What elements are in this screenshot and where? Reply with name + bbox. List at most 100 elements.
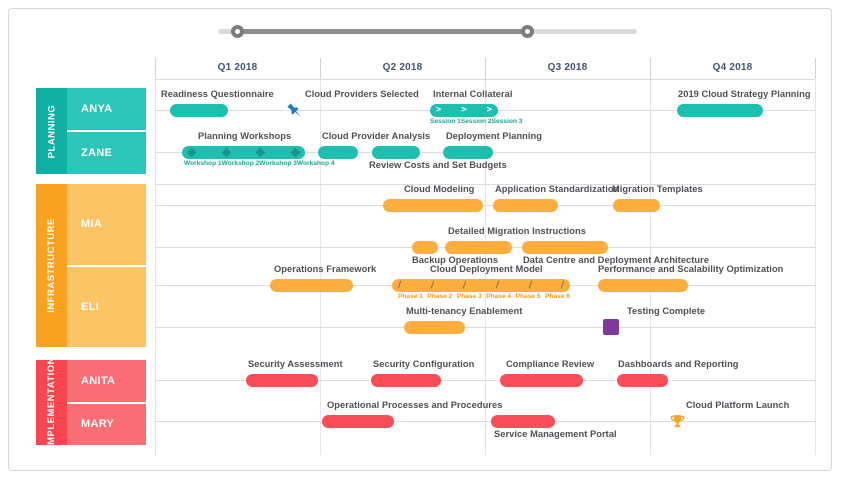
task-bar[interactable] xyxy=(443,146,493,159)
slider-handle-left[interactable] xyxy=(231,25,244,38)
task-label: Dashboards and Reporting xyxy=(618,359,739,369)
task-bar[interactable] xyxy=(182,146,305,159)
sublabel: Phase 6 xyxy=(545,293,570,300)
sublabel: Workshop 3 xyxy=(259,160,297,167)
task-bar[interactable] xyxy=(170,104,228,117)
sidebar-section-implementation: IMPLEMENTATION ANITA MARY xyxy=(36,360,146,445)
section-label: PLANNING xyxy=(46,104,57,158)
task-bar[interactable] xyxy=(270,279,353,292)
sidebar-member-anya[interactable]: ANYA xyxy=(67,88,146,130)
task-sublabels: Workshop 1 Workshop 2 Workshop 3 Workshop 4 xyxy=(184,160,335,167)
section-members: MIA ELI xyxy=(67,184,146,347)
header-tick xyxy=(485,58,486,79)
task-bar[interactable] xyxy=(371,374,441,387)
bar-diamond-marker xyxy=(221,147,232,158)
sublabel: Phase 4 xyxy=(486,293,512,300)
sidebar-member-mia[interactable]: MIA xyxy=(67,184,146,265)
lane-baseline xyxy=(155,205,815,206)
section-members: ANYA ZANE xyxy=(67,88,146,174)
section-members: ANITA MARY xyxy=(67,360,146,445)
header-baseline xyxy=(155,79,815,80)
task-bar[interactable] xyxy=(318,146,358,159)
task-bar[interactable]: > > > xyxy=(430,104,498,117)
section-divider-line xyxy=(155,184,815,185)
bar-diamond-marker xyxy=(186,147,197,158)
quarter-label: Q2 2018 xyxy=(382,62,423,73)
task-bar[interactable] xyxy=(322,415,394,428)
task-label: Operational Processes and Procedures xyxy=(327,400,503,410)
member-name: ANITA xyxy=(81,374,116,387)
bar-slashe-marker: / xyxy=(429,280,435,291)
sidebar-member-zane[interactable]: ZANE xyxy=(67,130,146,174)
milestone-trophy-icon[interactable] xyxy=(669,413,686,435)
task-bar[interactable] xyxy=(493,199,558,212)
member-name: ZANE xyxy=(81,147,113,159)
quarter-label: Q4 2018 xyxy=(712,62,753,73)
sidebar-section-infrastructure: INFRASTRUCTURE MIA ELI xyxy=(36,184,146,347)
quarter-gridline xyxy=(815,80,816,455)
task-bar[interactable] xyxy=(404,321,465,334)
task-label: Planning Workshops xyxy=(198,131,292,141)
task-label: Security Configuration xyxy=(373,359,475,369)
task-bar[interactable] xyxy=(246,374,318,387)
sublabel: Workshop 1 xyxy=(184,160,222,167)
task-label: Backup Operations xyxy=(412,255,499,265)
quarter-gridline xyxy=(650,80,651,455)
task-label: Readiness Questionnaire xyxy=(161,89,274,99)
bar-slashe-marker: / xyxy=(527,280,533,291)
bar-slashe-marker: / xyxy=(397,280,402,291)
task-bar[interactable] xyxy=(617,374,668,387)
slider-range[interactable] xyxy=(237,29,527,34)
task-bar[interactable] xyxy=(677,104,763,117)
task-label: Performance and Scalability Optimization xyxy=(598,264,784,274)
task-label: Data Centre and Deployment Architecture xyxy=(523,255,710,265)
task-label: Multi-tenancy Enablement xyxy=(406,306,523,316)
task-bar[interactable] xyxy=(383,199,483,212)
sublabel: Session 1 xyxy=(430,118,461,125)
bar-slashe-marker: / xyxy=(560,280,565,291)
task-bar[interactable] xyxy=(491,415,555,428)
sidebar-member-mary[interactable]: MARY xyxy=(67,401,146,445)
task-label: Compliance Review xyxy=(506,359,595,369)
task-bar[interactable] xyxy=(522,241,608,254)
bar-chevron-marker: > xyxy=(461,105,467,115)
lane-baseline xyxy=(155,380,815,381)
sidebar-member-anita[interactable]: ANITA xyxy=(67,360,146,402)
task-bar[interactable] xyxy=(598,279,688,292)
bar-slashe-marker: / xyxy=(462,280,467,291)
milestone-square-testing-complete[interactable] xyxy=(603,319,619,335)
task-label: Cloud Platform Launch xyxy=(686,400,790,410)
bar-slashe-marker: / xyxy=(495,280,500,291)
quarter-gridline xyxy=(320,80,321,455)
sublabel: Session 3 xyxy=(491,118,523,125)
header-tick xyxy=(155,58,156,79)
bar-diamond-marker xyxy=(255,147,266,158)
sidebar-member-eli[interactable]: ELI xyxy=(67,264,146,347)
member-name: MIA xyxy=(81,218,103,231)
header-tick xyxy=(650,58,651,79)
sublabel: Phase 2 xyxy=(427,293,453,300)
task-bar[interactable]: / / / / / / xyxy=(392,279,570,292)
section-label: INFRASTRUCTURE xyxy=(46,218,58,313)
quarter-label: Q1 2018 xyxy=(217,62,258,73)
member-name: ELI xyxy=(81,300,100,313)
task-bar[interactable] xyxy=(412,241,438,254)
task-label: Internal Collateral xyxy=(433,89,513,99)
quarter-label: Q3 2018 xyxy=(547,62,588,73)
sublabel: Phase 5 xyxy=(515,293,541,300)
bar-chevron-marker: > xyxy=(486,105,492,115)
task-bar[interactable] xyxy=(613,199,660,212)
milestone-pin-icon[interactable] xyxy=(285,101,305,126)
task-sublabels: Session 1 Session 2 Session 3 xyxy=(430,118,522,125)
task-bar[interactable] xyxy=(500,374,583,387)
task-label: Detailed Migration Instructions xyxy=(448,226,586,236)
task-bar[interactable] xyxy=(372,146,420,159)
section-label: IMPLEMENTATION xyxy=(46,360,57,445)
task-label: Cloud Modeling xyxy=(404,184,475,194)
task-sublabels: Phase 1 Phase 2 Phase 3 Phase 4 Phase 5 Phase… xyxy=(398,293,570,300)
quarter-gridline xyxy=(485,80,486,455)
lane-baseline xyxy=(155,327,815,328)
slider-handle-right[interactable] xyxy=(521,25,534,38)
task-bar[interactable] xyxy=(445,241,512,254)
